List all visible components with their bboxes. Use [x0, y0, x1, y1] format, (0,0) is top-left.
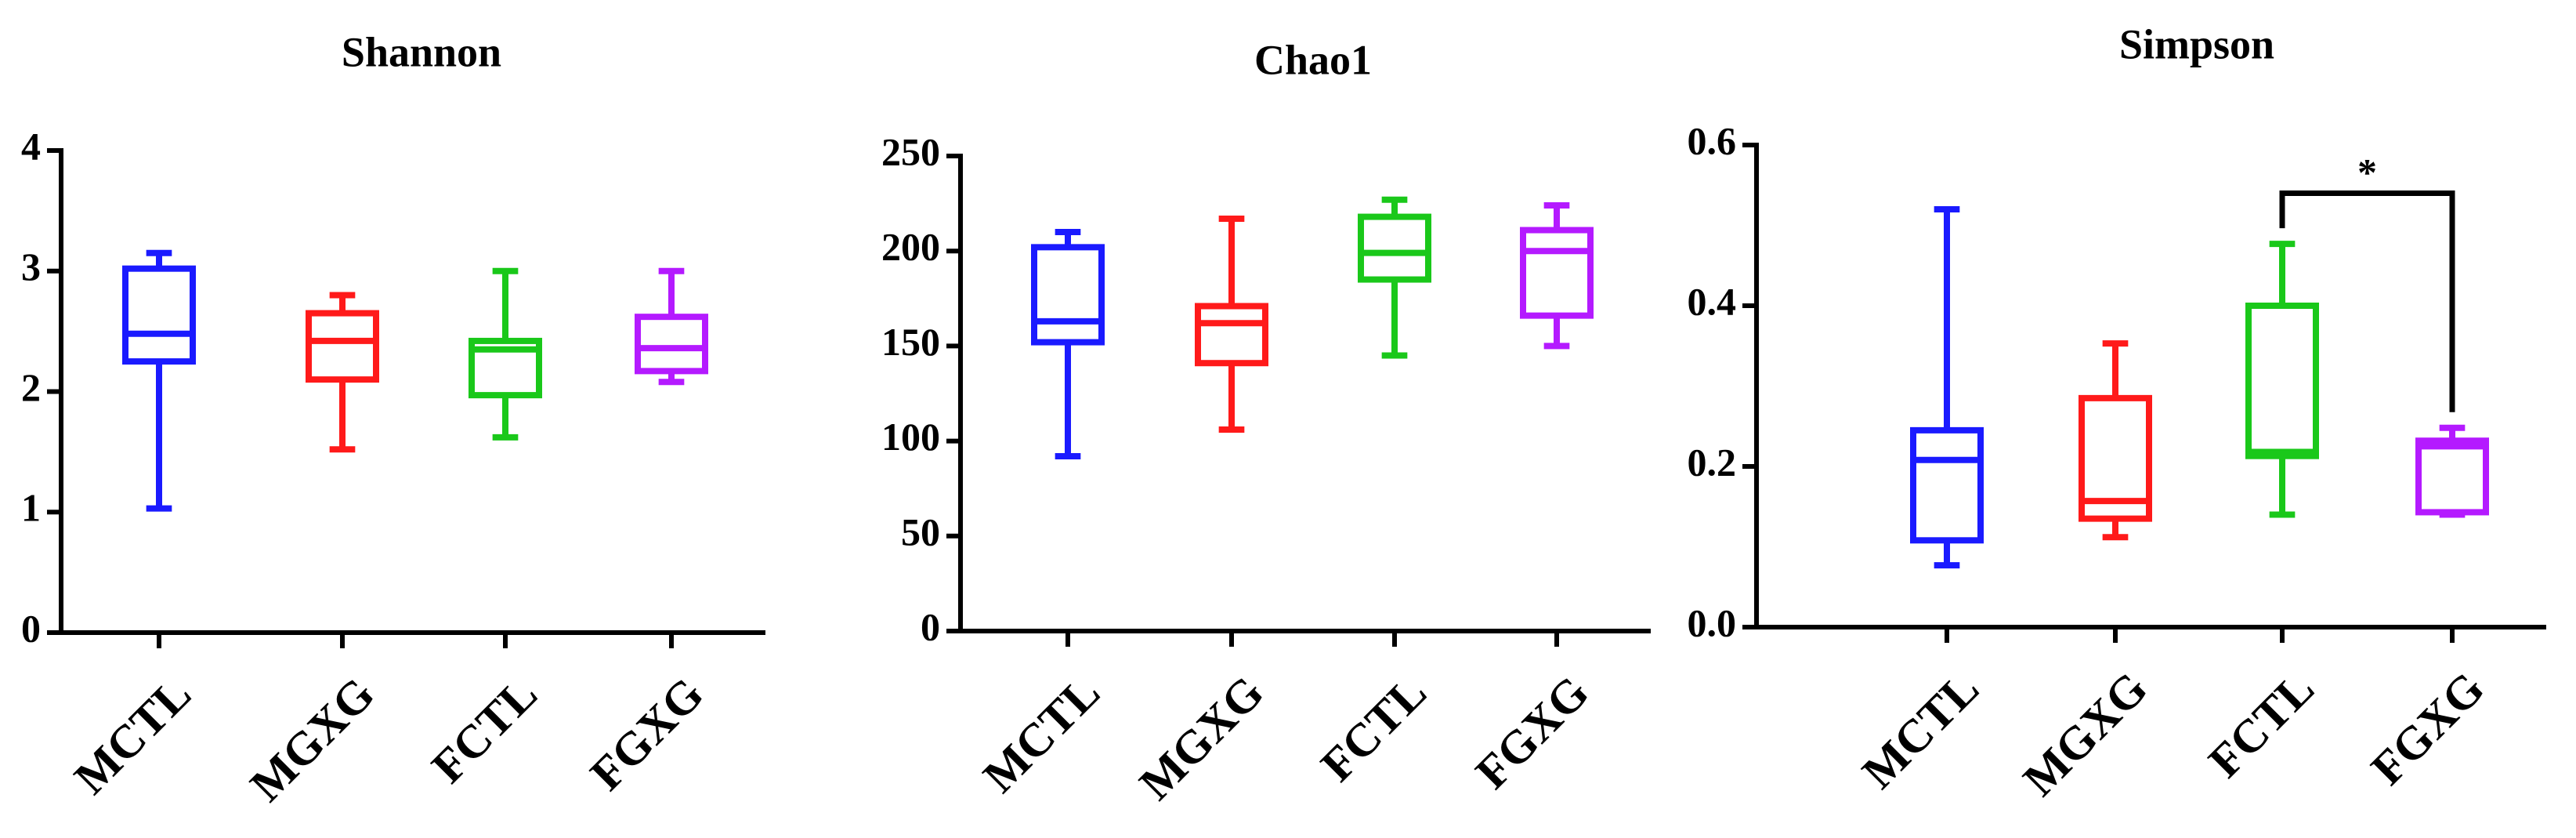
iqr-box: [2079, 394, 2152, 522]
box-fctl: [1358, 196, 1431, 359]
box-mctl: [1910, 206, 1984, 569]
panel-title: Shannon: [342, 28, 501, 75]
panel-simpson: Simpson 0.0 0.2 0.4 0.6 MCTL MGXG FCTL FGXG *: [1688, 20, 2546, 806]
iqr-box: [1358, 213, 1431, 283]
significance-star: *: [2357, 151, 2377, 194]
y-tick-label: 2: [21, 365, 41, 409]
category-label-fctl: FCTL: [421, 668, 547, 793]
y-tick-label: 200: [881, 225, 940, 269]
panel-chao1: Chao1 0 50 100 150 200 250 MCTL MGXG FCTL FGXG: [881, 36, 1651, 810]
y-tick-label: 50: [901, 510, 940, 553]
box-mgxg: [1195, 215, 1268, 434]
y-tick-label: 0.6: [1688, 118, 1737, 162]
iqr-box: [306, 310, 379, 383]
box-fgxg: [2415, 424, 2489, 518]
box-fgxg: [1520, 202, 1594, 350]
category-label-fgxg: FGXG: [1466, 666, 1598, 799]
y-tick-label: 0: [921, 604, 940, 648]
iqr-box: [2245, 303, 2319, 459]
y-tick-label: 0.4: [1688, 279, 1737, 323]
iqr-box: [635, 314, 708, 375]
iqr-box: [122, 265, 196, 365]
iqr-box: [469, 337, 542, 399]
y-tick-label: 3: [21, 245, 41, 288]
iqr-box: [1520, 227, 1594, 319]
y-tick-label: 150: [881, 320, 940, 364]
category-label-mctl: MCTL: [64, 668, 201, 804]
category-label-mgxg: MGXG: [2013, 662, 2157, 806]
category-label-mctl: MCTL: [1852, 662, 1988, 799]
box-mctl: [122, 249, 196, 512]
box-fctl: [2245, 241, 2319, 518]
category-label-fctl: FCTL: [2198, 662, 2324, 788]
box-mgxg: [306, 292, 379, 453]
box-mctl: [1031, 228, 1105, 459]
significance-bracket: [2279, 190, 2455, 412]
y-tick-label: 0: [21, 606, 41, 650]
category-label-fgxg: FGXG: [2361, 662, 2494, 795]
box-fctl: [469, 267, 542, 441]
iqr-box: [1031, 244, 1105, 346]
category-label-mgxg: MGXG: [241, 668, 384, 811]
y-tick-label: 250: [881, 129, 940, 173]
panel-shannon: Shannon 0 1 2 3 4 MCTL MGXG FCTL FGXG: [21, 28, 765, 811]
box-mgxg: [2079, 340, 2152, 541]
category-label-mctl: MCTL: [973, 666, 1109, 803]
iqr-box: [1910, 426, 1984, 544]
y-tick-label: 0.0: [1688, 600, 1737, 644]
category-label-mgxg: MGXG: [1130, 666, 1273, 810]
iqr-box: [2415, 437, 2489, 516]
iqr-box: [1195, 303, 1268, 367]
category-label-fgxg: FGXG: [581, 668, 713, 800]
category-label-fctl: FCTL: [1311, 666, 1436, 792]
y-tick-label: 100: [881, 415, 940, 459]
panel-title: Simpson: [2119, 20, 2274, 67]
y-tick-label: 1: [21, 486, 41, 530]
y-tick-label: 0.2: [1688, 440, 1737, 484]
y-tick-label: 4: [21, 124, 41, 168]
box-fgxg: [635, 267, 708, 386]
panel-title: Chao1: [1254, 36, 1372, 83]
